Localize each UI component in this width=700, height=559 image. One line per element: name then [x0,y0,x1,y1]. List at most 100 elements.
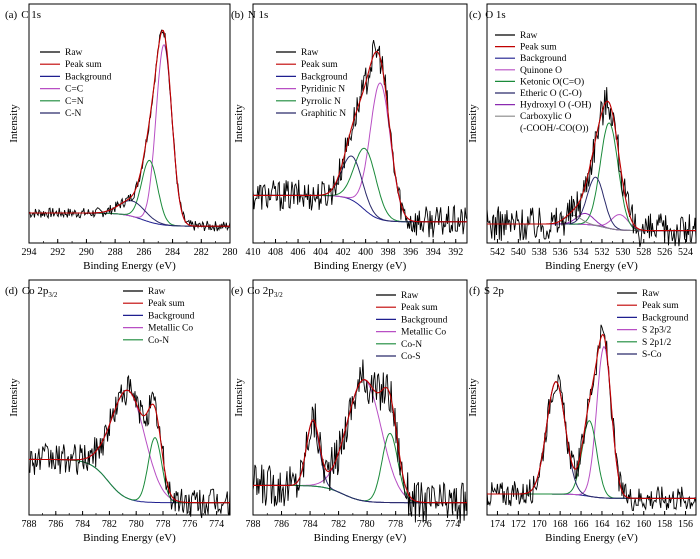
legend: Raw Peak sum Background Pyridinic N Pyrrolic… [276,48,348,119]
x-tick-label: 778 [388,519,403,530]
x-tick-label: 786 [48,519,63,530]
legend-entry: S 2p3/2 [642,326,672,336]
y-axis-label: Intensity [233,378,245,417]
series-peak-sum [487,100,696,232]
panel-title: C 1s [21,9,41,21]
panel-label: (f) S 2p [469,285,504,297]
legend-entry: C-N [65,109,82,119]
series-group [28,374,231,519]
panel-3: 542 540 538 536 534 532 530 528 526 524 Binding En… [467,3,697,272]
x-tick-label: 168 [553,519,568,530]
x-tick-label: 542 [490,247,505,258]
x-tick-label: 776 [417,519,432,530]
panel-letter: (c) [469,9,482,21]
series-component-2 [29,159,230,227]
x-tick-label: 778 [156,519,171,530]
panel-2: 410 408 406 404 402 400 398 396 394 392 Binding En… [231,3,468,272]
panel-title: Co 2p [22,285,49,297]
x-tick-label: 780 [129,519,144,530]
plot-frame [252,279,468,516]
plot-frame [486,3,697,244]
series-component-3 [487,176,696,232]
panel-title: Co 2p [247,285,274,297]
legend-entry: Pyridinic N [301,85,345,95]
y-axis-label: Intensity [8,378,20,417]
panel-title: O 1s [485,9,505,21]
x-tick-label: 788 [22,519,37,530]
series-component-3 [487,381,696,499]
legend-entry: Raw [401,291,419,301]
x-tick-label: 400 [358,247,373,258]
x-tick-label: 166 [574,519,589,530]
series-peak-sum [29,29,230,227]
plot-frame [28,279,231,516]
y-axis-label: Intensity [467,378,479,417]
legend: Raw Peak sum Background S 2p3/2 S 2p1/2 S-Co [617,289,689,360]
panel-label: (a) C 1s [5,9,41,21]
legend-entry: Raw [301,48,319,58]
legend-entry: Raw [642,289,660,299]
x-tick-label: 282 [194,247,209,258]
plot-frame [252,3,468,244]
panel-label: (d) Co 2p3/2 [5,285,58,299]
x-tick-label: 528 [636,247,651,258]
x-tick-label: 536 [553,247,568,258]
legend-entry: S 2p1/2 [642,338,672,348]
x-tick-label: 290 [79,247,94,258]
series-component-1 [487,345,696,499]
x-tick-label: 526 [657,247,672,258]
legend-entry: Metallic Co [148,324,193,334]
x-tick-label: 782 [331,519,346,530]
x-tick-label: 406 [291,247,306,258]
x-tick-label: 174 [490,519,505,530]
x-tick-label: 294 [22,247,37,258]
panel-letter: (d) [5,285,18,297]
legend-entry: Background [65,72,112,82]
series-raw [28,374,231,519]
series-group [252,40,468,238]
x-tick-label: 540 [511,247,526,258]
series-peak-sum [253,50,467,223]
panel-letter: (e) [231,285,244,297]
legend-entry: Peak sum [65,60,102,70]
legend-entry: Background [642,313,689,323]
x-tick-label: 784 [75,519,90,530]
y-axis-label: Intensity [233,104,245,143]
x-axis: 788 786 784 782 780 778 776 774 [246,511,468,530]
y-axis-label: Intensity [8,104,20,143]
series-raw [252,40,468,238]
legend-entry: Background [401,315,448,325]
legend-entry: Metallic Co [401,328,446,338]
legend-entry: Pyrrolic N [301,97,341,107]
series-group [252,359,468,524]
series-component-1 [253,379,467,504]
panel-letter: (a) [5,9,18,21]
legend-entry: Background [301,72,348,82]
legend-entry: Quinone O [520,66,562,76]
legend: Raw Peak sum Background Metallic Co Co-N [123,287,195,346]
x-axis-label: Binding Energy (eV) [83,260,176,272]
x-axis: 410 408 406 404 402 400 398 396 394 392 [246,239,468,258]
legend-entry: Co-S [401,352,421,362]
series-peak-sum [29,389,230,504]
legend-entry: (-COOH/-CO(O)) [520,123,589,134]
legend-entry: Carboxylic O [520,112,572,122]
series-raw [486,324,697,512]
x-tick-label: 532 [594,247,609,258]
x-tick-label: 534 [574,247,589,258]
legend-entry: Raw [520,31,538,41]
legend-entry: Peak sum [301,60,338,70]
panel-letter: (f) [469,285,480,297]
series-raw [252,359,468,524]
x-tick-label: 292 [50,247,65,258]
plot-frame [28,3,231,244]
x-tick-label: 786 [274,519,289,530]
x-axis-label: Binding Energy (eV) [83,532,176,544]
legend-entry: Hydroxyl O (-OH) [520,100,591,111]
x-tick-label: 172 [511,519,526,530]
legend-entry: Graphitic N [301,109,346,119]
legend-entry: Background [148,311,195,321]
legend-entry: S-Co [642,350,662,360]
x-tick-label: 156 [678,519,693,530]
